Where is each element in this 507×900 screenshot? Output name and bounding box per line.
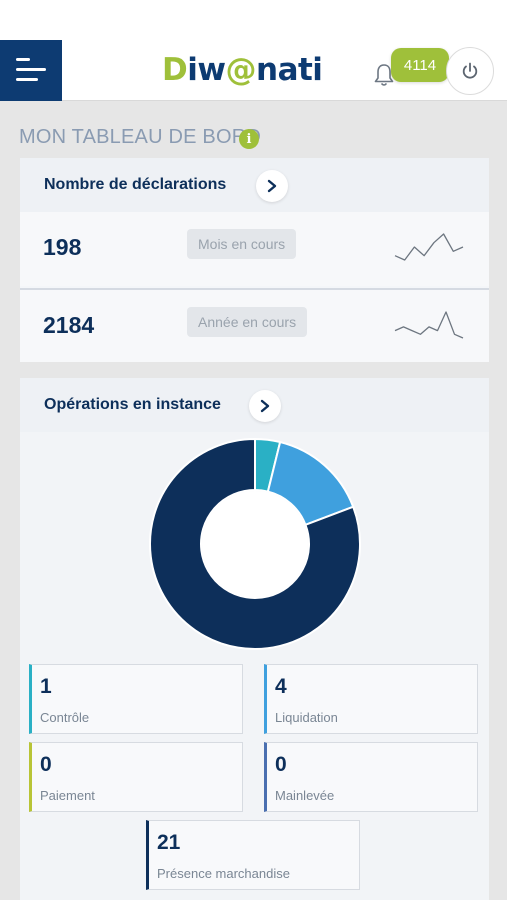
- sparkline-line: [394, 233, 464, 261]
- info-icon[interactable]: i: [239, 129, 259, 149]
- monthly-declarations-value: 198: [43, 234, 82, 260]
- notification-badge[interactable]: 4114: [391, 48, 449, 82]
- tile-label: Contrôle: [40, 710, 90, 725]
- bell-icon[interactable]: [373, 62, 395, 88]
- tile-value: 1: [40, 675, 52, 698]
- operations-card-header: Opérations en instance: [20, 378, 489, 432]
- tile-liquidation[interactable]: 4 Liquidation: [264, 664, 478, 734]
- sparkline-line: [394, 311, 464, 339]
- yearly-declarations-row[interactable]: 2184 Année en cours: [20, 288, 489, 362]
- tile-label: Paiement: [40, 788, 95, 803]
- declarations-title: Nombre de déclarations: [44, 176, 227, 193]
- tile-mainlevee[interactable]: 0 Mainlevée: [264, 742, 478, 812]
- operations-open-button[interactable]: [249, 390, 281, 422]
- top-bar: Diw@nati 4114: [0, 0, 507, 101]
- yearly-trend-sparkline: [394, 311, 464, 339]
- declarations-card: Nombre de déclarations 198 Mois en cours…: [20, 158, 489, 362]
- monthly-trend-sparkline: [394, 233, 464, 261]
- period-label-year: Année en cours: [187, 307, 308, 337]
- chevron-right-icon: [267, 179, 277, 193]
- app-logo: Diw@nati: [162, 52, 323, 88]
- period-label-month: Mois en cours: [187, 229, 297, 259]
- tile-label: Liquidation: [275, 710, 338, 725]
- monthly-declarations-row[interactable]: 198 Mois en cours: [20, 212, 489, 286]
- operations-donut-chart: [149, 438, 361, 650]
- operations-card: Opérations en instance 1 Contrôle 4 Liqu…: [20, 378, 489, 900]
- tile-value: 21: [157, 831, 181, 854]
- tile-label: Mainlevée: [275, 788, 335, 803]
- yearly-declarations-value: 2184: [43, 312, 95, 338]
- operations-title: Opérations en instance: [44, 396, 221, 413]
- menu-button[interactable]: [0, 40, 62, 101]
- tile-paiement[interactable]: 0 Paiement: [29, 742, 243, 812]
- donut-slice-presence-marchandise[interactable]: [149, 438, 361, 650]
- tile-label: Présence marchandise: [157, 866, 290, 881]
- tile-value: 0: [40, 753, 52, 776]
- chevron-right-icon: [260, 399, 270, 413]
- tile-value: 0: [275, 753, 287, 776]
- power-icon: [462, 62, 478, 79]
- tile-value: 4: [275, 675, 287, 698]
- donut-hole: [202, 491, 308, 597]
- page-title: MON TABLEAU DE BORD: [19, 126, 261, 148]
- declarations-open-button[interactable]: [256, 170, 288, 202]
- logout-button[interactable]: [446, 47, 494, 95]
- tile-presence-marchandise[interactable]: 21 Présence marchandise: [146, 820, 360, 890]
- declarations-card-header: Nombre de déclarations: [20, 158, 489, 212]
- tile-controle[interactable]: 1 Contrôle: [29, 664, 243, 734]
